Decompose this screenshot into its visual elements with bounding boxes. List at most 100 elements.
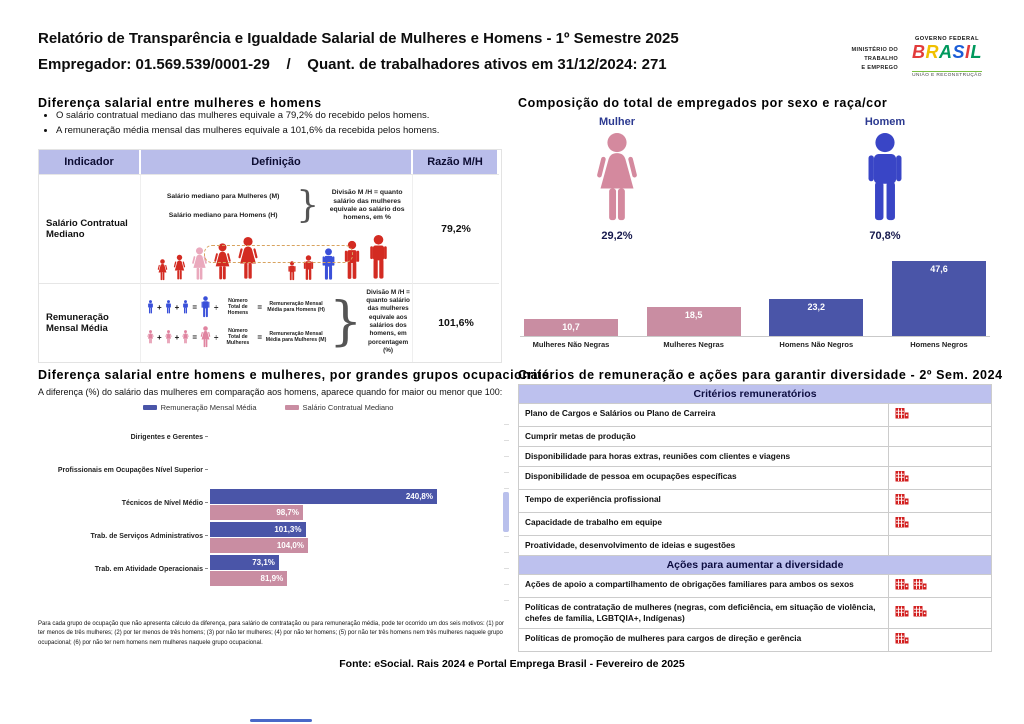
- chart-legend: Remuneração Mensal Média Salário Contrat…: [38, 403, 498, 412]
- female-icon: [165, 330, 172, 344]
- label-salario-mediano-mulheres: Salário mediano para Mulheres (M): [166, 193, 280, 200]
- building-icon: [895, 515, 909, 533]
- criteria-text: Tempo de experiência profissional: [525, 494, 661, 504]
- col-header-indicador: Indicador: [39, 150, 141, 174]
- criteria-row: Ações de apoio a compartilhamento de obr…: [519, 575, 991, 598]
- occupational-subtitle: A diferença (%) do salário das mulheres …: [38, 387, 503, 397]
- male-icon: [200, 296, 211, 318]
- bar-value-label: 18,5: [684, 309, 703, 320]
- occupation-bars: 73,1% 81,9%: [210, 554, 288, 586]
- horizontal-scrollbar-thumb[interactable]: [250, 719, 312, 722]
- brasil-letter: S: [952, 42, 965, 62]
- bar-category-label: Mulheres Negras: [663, 340, 724, 349]
- label-salario-mediano-homens: Salário mediano para Homens (H): [168, 212, 278, 219]
- bar-category-label: Homens Negros: [910, 340, 968, 349]
- criteria-text: Políticas de promoção de mulheres para c…: [525, 632, 802, 643]
- male-icon: [182, 300, 189, 314]
- plus-operator: +: [157, 332, 162, 342]
- criteria-icon-cell: [888, 628, 991, 651]
- bar-value-label: 23,2: [807, 302, 826, 313]
- equals-operator: =: [192, 332, 198, 342]
- bar: 101,3%: [210, 521, 306, 537]
- legend-swatch-pink: [284, 405, 299, 410]
- criteria-row: Tempo de experiência profissional: [519, 490, 991, 513]
- ministry-logo-line: MINISTÉRIO DO: [851, 47, 898, 53]
- criteria-icon-cell: [888, 427, 991, 446]
- bullet-median-salary: O salário contratual mediano das mulhere…: [56, 110, 516, 121]
- label-remuneracao-media-mulheres: Remuneração Mensal Média para Mulheres (…: [265, 330, 327, 343]
- composition-female: Mulher 29,2%: [574, 116, 660, 242]
- men-average-equation: + + = ÷ Número Total de Homens = Remuner…: [147, 296, 327, 318]
- building-icon: [913, 604, 927, 622]
- gov-federal-logo: GOVERNO FEDERAL BRASIL UNIÃO E RECONSTRU…: [903, 36, 991, 81]
- male-percentage: 70,8%: [869, 230, 901, 242]
- equals-operator: =: [192, 302, 198, 312]
- occupation-row: Profissionais em Ocupações Nível Superio…: [38, 454, 500, 487]
- brasil-letter: R: [925, 42, 939, 62]
- criteria-text: Capacidade de trabalho em equipe: [525, 517, 662, 527]
- note-divisao-row1: Divisão M /H = quanto salário das mulher…: [329, 189, 405, 222]
- bar-value-label: 240,8%: [405, 491, 433, 501]
- bullet-average-pay: A remuneração média mensal das mulheres …: [56, 125, 516, 136]
- report-title: Relatório de Transparência e Igualdade S…: [38, 30, 679, 47]
- divide-operator: ÷: [214, 332, 219, 342]
- ministry-logo: MINISTÉRIO DO TRABALHO E EMPREGO: [840, 46, 898, 73]
- criteria-icon-cell: [888, 575, 991, 597]
- bar-value-label: 73,1%: [252, 557, 275, 567]
- report-subtitle: Empregador: 01.569.539/0001-29 / Quant. …: [38, 56, 667, 73]
- occupation-label: Trab. em Atividade Operacionais: [38, 566, 210, 573]
- divide-operator: ÷: [214, 302, 219, 312]
- criteria-row: Políticas de promoção de mulheres para c…: [519, 628, 991, 652]
- female-icon: [594, 132, 640, 224]
- bar: 240,8%: [210, 488, 437, 504]
- source-footer: Fonte: eSocial. Rais 2024 e Portal Empre…: [339, 658, 685, 670]
- female-icon: [173, 254, 186, 281]
- male-icon: [367, 234, 390, 281]
- criteria-text: Plano de Cargos e Salários ou Plano de C…: [525, 408, 716, 418]
- plus-operator: +: [174, 332, 180, 342]
- bar: 98,7%: [210, 504, 303, 520]
- composition-male: Homem 70,8%: [842, 116, 928, 242]
- occupation-label: Trab. de Serviços Administrativos: [38, 533, 210, 540]
- col-header-razao: Razão M/H: [413, 150, 499, 174]
- legend-item-salario: Salário Contratual Mediano: [284, 403, 393, 412]
- label-numero-total-homens: Número Total de Homens: [227, 297, 249, 317]
- section-title-composition: Composição do total de empregados por se…: [518, 96, 888, 110]
- female-label: Mulher: [598, 116, 636, 128]
- occupation-label: Profissionais em Ocupações Nível Superio…: [38, 467, 210, 474]
- bar: 73,1%: [210, 554, 279, 570]
- gov-logo-bottom-text: UNIÃO E RECONSTRUÇÃO: [912, 70, 982, 78]
- legend-label: Remuneração Mensal Média: [160, 403, 257, 412]
- definition-salario-contratual: Salário mediano para Mulheres (M) Salári…: [141, 174, 413, 283]
- female-icon: [182, 330, 189, 344]
- indicator-salario-contratual: Salário Contratual Mediano: [39, 174, 141, 283]
- brace-icon: }: [296, 185, 320, 226]
- criteria-row: Plano de Cargos e Salários ou Plano de C…: [519, 404, 991, 427]
- criteria-row: Disponibilidade de pessoa em ocupações e…: [519, 467, 991, 490]
- legend-swatch-blue: [142, 405, 157, 410]
- criteria-row: Disponibilidade para horas extras, reuni…: [519, 447, 991, 467]
- chart-scrollbar-thumb[interactable]: [503, 492, 509, 532]
- bar-value-label: 104,0%: [276, 540, 304, 550]
- occupation-row: Técnicos de Nível Médio 240,8% 98,7%: [38, 487, 500, 520]
- criteria-icon-cell: [888, 490, 991, 512]
- label-remuneracao-media-homens: Remuneração Mensal Média para Homens (H): [267, 300, 325, 313]
- criteria-row: Políticas de contratação de mulheres (ne…: [519, 598, 991, 629]
- bar-category-label: Homens Não Negros: [779, 340, 854, 349]
- brasil-wordmark: BRASIL: [903, 42, 991, 63]
- brace-icon: }: [329, 292, 363, 352]
- criteria-icon-cell: [888, 536, 991, 555]
- label-numero-total-mulheres: Número Total de Mulheres: [226, 327, 250, 347]
- male-icon: [165, 300, 172, 314]
- building-icon: [895, 469, 909, 487]
- female-icon: [200, 326, 211, 348]
- male-icon: [147, 300, 154, 314]
- bar: 47,6: [891, 261, 986, 336]
- bar: 23,2: [769, 299, 864, 336]
- bar: 18,5: [646, 306, 741, 336]
- female-icon: [147, 330, 154, 344]
- bar-value-label: 81,9%: [260, 573, 284, 583]
- equals-operator: =: [257, 302, 263, 312]
- definition-remuneracao-media: + + = ÷ Número Total de Homens = Remuner…: [141, 283, 413, 362]
